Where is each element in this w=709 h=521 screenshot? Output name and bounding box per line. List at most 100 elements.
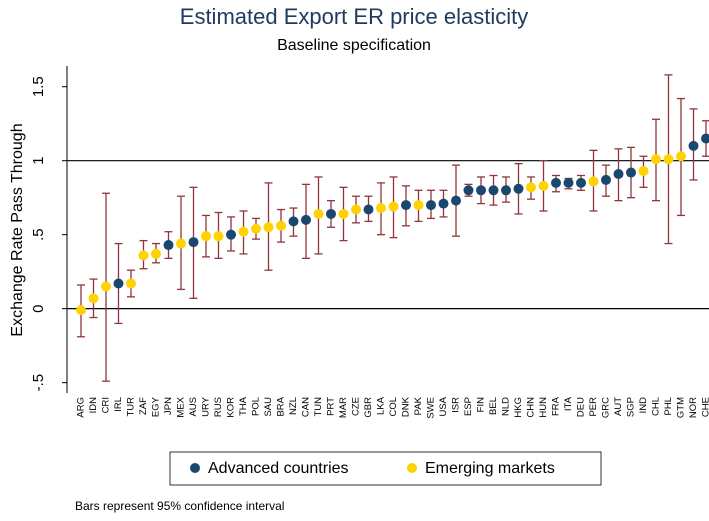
y-tick-label: .5 [30,228,47,241]
x-tick-label: CHN [526,397,537,418]
x-tick-label: FIN [476,397,487,412]
x-tick-label: ISR [451,397,462,413]
x-tick-label: SGP [626,397,637,417]
point [413,200,424,211]
x-tick-label: LKA [376,396,387,415]
x-tick-label: GRC [601,397,612,418]
x-tick-label: PER [588,397,599,417]
point [163,240,174,251]
x-tick-label: ESP [463,397,474,416]
point [663,154,674,165]
x-tick-label: MEX [176,396,187,417]
point [363,204,374,215]
point [301,214,311,225]
point [251,223,261,234]
point [526,182,536,193]
x-tick-label: THA [238,396,249,416]
point [226,229,236,240]
x-tick-label: CHE [701,397,709,417]
x-tick-label: JPN [163,397,174,415]
x-tick-label: SAU [263,397,274,417]
x-tick-label: FRA [551,396,562,416]
point [126,278,136,289]
x-tick-label: BEL [488,397,499,415]
point [563,177,574,188]
x-tick-label: DNK [401,396,412,417]
point [601,174,611,185]
x-tick-label: GTM [676,397,687,418]
x-tick-label: IDN [88,397,99,414]
point [501,185,511,196]
point [238,226,249,237]
legend-box [169,451,602,486]
point [138,250,149,261]
point [176,238,186,249]
x-tick-label: NZL [288,397,299,415]
x-tick-label: MAR [338,397,349,418]
point [551,177,561,188]
x-tick-label: EGY [151,396,162,417]
x-tick-label: POL [251,397,262,416]
x-tick-label: ZAF [138,397,149,415]
point [338,208,349,219]
x-tick-label: NLD [501,397,512,416]
x-tick-label: NOR [688,397,699,418]
point [463,185,474,196]
point [401,200,411,211]
point [638,166,649,177]
point [451,195,461,206]
x-tick-label: IRL [113,397,124,412]
chart-title: Estimated Export ER price elasticity [180,4,528,29]
point [538,180,549,191]
point [76,305,86,316]
legend-label: Advanced countries [208,460,349,477]
y-tick-label: 1.5 [30,76,47,97]
point [213,231,224,242]
point [613,169,624,180]
x-tick-label: URY [201,396,212,417]
point [626,167,636,178]
point [201,231,211,242]
x-tick-label: ARG [76,397,87,418]
point [101,281,111,292]
point [426,200,436,211]
x-tick-label: CHL [651,397,662,416]
legend-label: Emerging markets [425,460,555,477]
x-tick-label: HUN [538,397,549,418]
x-tick-label: IND [638,397,649,414]
point [88,293,99,304]
point [676,151,686,162]
point [151,248,161,259]
point [438,198,449,209]
x-tick-label: TUR [126,397,137,417]
y-tick-label: -.5 [30,374,47,392]
x-tick-label: KOR [226,397,237,418]
y-axis-title: Exchange Rate Pass Through [9,123,26,336]
x-tick-label: SWE [426,397,437,419]
x-tick-label: HKG [513,397,524,418]
x-tick-label: CAN [301,397,312,417]
point [588,176,599,187]
legend-marker [190,463,200,473]
point [276,220,286,231]
point [313,208,324,219]
x-tick-label: ITA [563,396,574,411]
legend-marker [407,463,417,473]
point [188,237,199,248]
point [576,177,586,188]
x-tick-label: CRI [101,397,112,413]
y-tick-label: 1 [30,157,47,165]
x-tick-label: COL [388,397,399,417]
footnote: Bars represent 95% confidence interval [75,499,284,513]
x-tick-label: RUS [213,397,224,417]
point [701,133,709,144]
x-tick-label: CZE [351,397,362,416]
x-tick-label: AUT [613,397,624,416]
point [113,278,124,289]
point [651,154,661,165]
chart-subtitle: Baseline specification [277,37,431,54]
x-tick-label: AUS [188,397,199,417]
x-tick-label: PRT [326,397,337,416]
point [513,183,524,194]
